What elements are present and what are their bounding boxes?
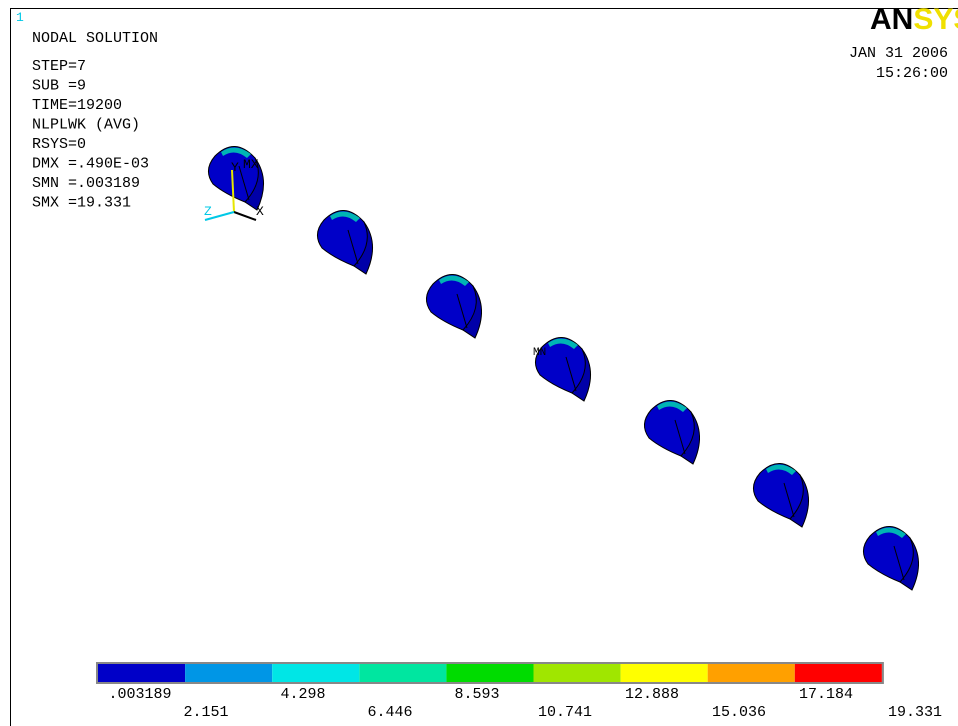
time: 15:26:00 — [876, 65, 948, 82]
legend-swatch — [359, 664, 446, 682]
legend-label: 19.331 — [888, 704, 942, 721]
legend-swatch — [185, 664, 272, 682]
legend-label: 8.593 — [454, 686, 499, 703]
header-line: SMX =19.331 — [32, 195, 131, 212]
logo-right: SYS — [913, 3, 958, 36]
legend-swatch — [272, 664, 359, 682]
header-line: DMX =.490E-03 — [32, 156, 149, 173]
header-line: SMN =.003189 — [32, 175, 140, 192]
legend-swatch — [98, 664, 185, 682]
legend-label: 12.888 — [625, 686, 679, 703]
legend-label: .003189 — [108, 686, 171, 703]
window-number: 1 — [16, 10, 24, 25]
header-line: SUB =9 — [32, 78, 86, 95]
min-marker: MN — [533, 347, 546, 359]
legend-label: 2.151 — [183, 704, 228, 721]
legend-swatch — [708, 664, 795, 682]
logo-left: AN — [870, 3, 913, 36]
triad-z-label: Z — [204, 204, 212, 219]
legend-label: 15.036 — [712, 704, 766, 721]
legend-swatch — [621, 664, 708, 682]
header-line: STEP=7 — [32, 58, 86, 75]
header-line: NLPLWK (AVG) — [32, 117, 140, 134]
date: JAN 31 2006 — [849, 45, 948, 62]
legend-label: 17.184 — [799, 686, 853, 703]
header-line: RSYS=0 — [32, 136, 86, 153]
window-frame — [11, 9, 958, 726]
header-line: TIME=19200 — [32, 97, 122, 114]
ansys-graphics-window: 1 NODAL SOLUTION ANSYS JAN 31 2006 15:26… — [0, 0, 958, 726]
triad-y-label: Y — [231, 160, 239, 175]
legend-label: 10.741 — [538, 704, 592, 721]
legend-label: 4.298 — [280, 686, 325, 703]
legend-swatch — [534, 664, 621, 682]
legend-swatch — [795, 664, 882, 682]
logo: ANSYS — [870, 3, 958, 36]
max-marker: MX — [243, 157, 259, 172]
plot-title: NODAL SOLUTION — [32, 30, 158, 47]
triad-x-label: X — [256, 204, 264, 219]
legend-swatch — [446, 664, 533, 682]
legend-label: 6.446 — [367, 704, 412, 721]
